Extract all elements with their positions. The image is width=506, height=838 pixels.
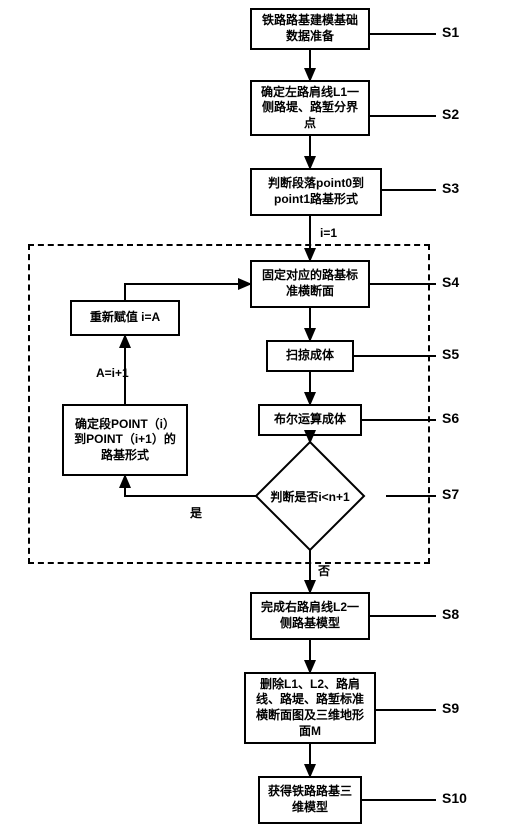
step-label-s8: S8 [442,606,459,622]
step-line-s7 [386,495,436,497]
node-s8: 完成右路肩线L2一侧路基模型 [250,592,370,640]
label-yes: 是 [190,504,202,521]
step-label-s5: S5 [442,346,459,362]
node-s6-label: 布尔运算成体 [274,412,346,428]
node-s9: 删除L1、L2、路肩线、路堤、路堑标准横断面图及三维地形面M [244,672,376,744]
node-reassign: 重新赋值 i=A [70,300,180,336]
node-s3: 判断段落point0到point1路基形式 [250,168,382,216]
node-s5-label: 扫掠成体 [286,348,334,364]
step-line-s8 [370,615,436,617]
step-line-s2 [370,115,436,117]
node-s7: 判断是否i<n+1 [254,440,366,552]
step-label-s7: S7 [442,486,459,502]
step-line-s6 [362,419,436,421]
step-label-s3: S3 [442,180,459,196]
step-label-s6: S6 [442,410,459,426]
node-s10-label: 获得铁路路基三维模型 [266,784,354,815]
step-line-s1 [370,33,436,35]
step-label-s10: S10 [442,790,467,806]
node-s3-label: 判断段落point0到point1路基形式 [258,176,374,207]
step-line-s10 [362,799,436,801]
node-detseg-label: 确定段POINT（i）到POINT（i+1）的路基形式 [70,417,180,464]
node-s4-label: 固定对应的路基标准横断面 [258,268,362,299]
node-s5: 扫掠成体 [266,340,354,372]
node-detseg: 确定段POINT（i）到POINT（i+1）的路基形式 [62,404,188,476]
node-s6: 布尔运算成体 [258,404,362,436]
node-s7-label: 判断是否i<n+1 [270,488,349,505]
step-line-s5 [354,355,436,357]
label-i-eq-1: i=1 [320,226,337,240]
step-line-s9 [376,709,436,711]
step-label-s4: S4 [442,274,459,290]
step-label-s1: S1 [442,24,459,40]
node-s2: 确定左路肩线L1一侧路堤、路堑分界点 [250,80,370,136]
step-label-s2: S2 [442,106,459,122]
step-line-s3 [382,189,436,191]
node-s4: 固定对应的路基标准横断面 [250,260,370,308]
label-a-eq: A=i+1 [96,366,129,380]
node-s8-label: 完成右路肩线L2一侧路基模型 [258,600,362,631]
node-s9-label: 删除L1、L2、路肩线、路堤、路堑标准横断面图及三维地形面M [252,677,368,739]
node-reassign-label: 重新赋值 i=A [90,310,160,326]
label-no: 否 [318,562,330,579]
node-s1-label: 铁路路基建模基础数据准备 [258,13,362,44]
node-s10: 获得铁路路基三维模型 [258,776,362,824]
node-s1: 铁路路基建模基础数据准备 [250,8,370,50]
step-line-s4 [370,283,436,285]
step-label-s9: S9 [442,700,459,716]
node-s2-label: 确定左路肩线L1一侧路堤、路堑分界点 [258,85,362,132]
